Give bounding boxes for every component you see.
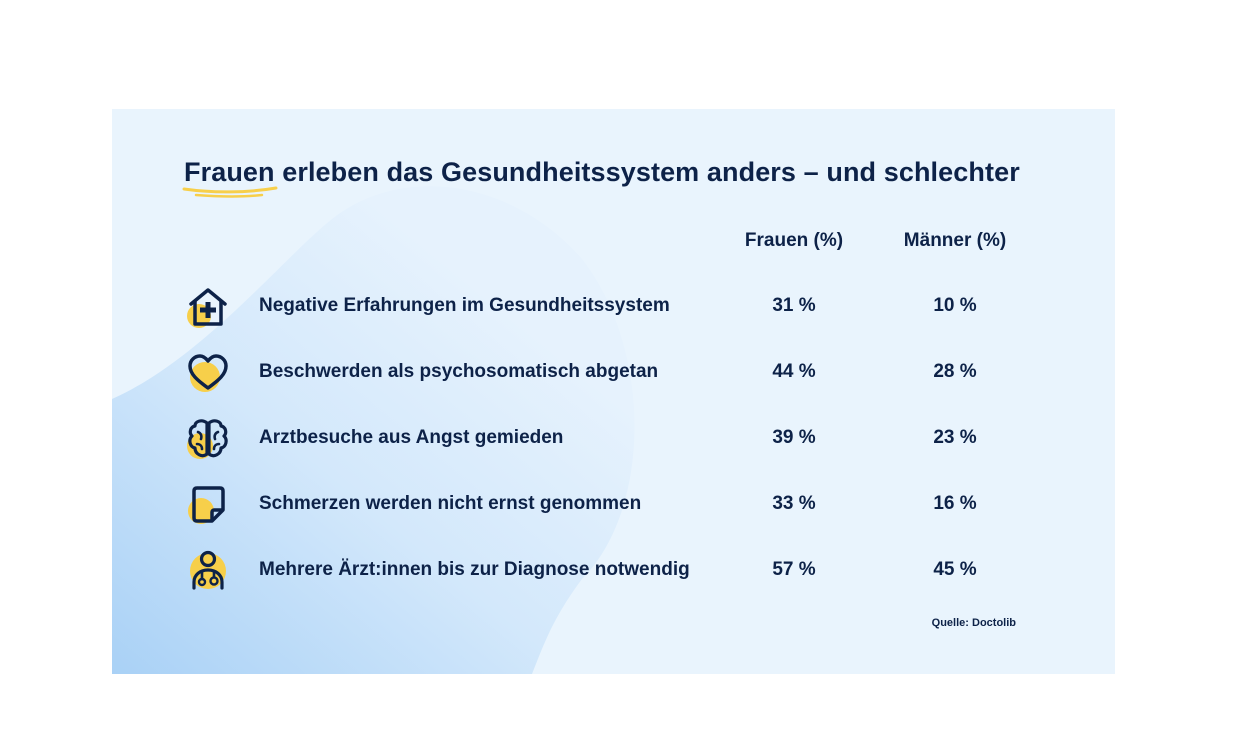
title-highlight: Frauen (182, 157, 278, 198)
value-frauen: 44 % (772, 361, 816, 382)
chart-title: Frauen erleben das Gesundheitssystem and… (182, 157, 1020, 198)
row-label: Beschwerden als psychosomatisch abgetan (259, 361, 659, 382)
row-label: Arztbesuche aus Angst gemieden (259, 427, 564, 448)
hospital-house-icon (185, 285, 231, 329)
value-frauen: 39 % (772, 427, 816, 448)
row-label: Mehrere Ärzt:innen bis zur Diagnose notw… (259, 559, 690, 580)
table-row: Mehrere Ärzt:innen bis zur Diagnose notw… (112, 549, 1115, 593)
column-header-maenner: Männer (%) (903, 230, 1007, 251)
source-note: Quelle: Doctolib (931, 617, 1016, 629)
value-maenner: 10 % (933, 295, 977, 316)
value-maenner: 28 % (933, 361, 977, 382)
value-maenner: 23 % (933, 427, 977, 448)
row-label: Negative Erfahrungen im Gesundheitssyste… (259, 295, 670, 316)
heart-icon (185, 351, 231, 395)
column-header-frauen: Frauen (%) (744, 230, 844, 251)
value-frauen: 57 % (772, 559, 816, 580)
value-frauen: 33 % (772, 493, 816, 514)
table-row: Negative Erfahrungen im Gesundheitssyste… (112, 285, 1115, 329)
value-maenner: 16 % (933, 493, 977, 514)
table-row: Schmerzen werden nicht ernst genommen 33… (112, 483, 1115, 527)
table-row: Beschwerden als psychosomatisch abgetan … (112, 351, 1115, 395)
yellow-underline-decoration (182, 186, 278, 198)
doctor-icon (185, 549, 231, 593)
value-frauen: 31 % (772, 295, 816, 316)
background-blob (112, 186, 635, 674)
note-icon (185, 483, 231, 527)
table-row: Arztbesuche aus Angst gemieden 39 % 23 % (112, 417, 1115, 461)
infographic-card: Frauen erleben das Gesundheitssystem and… (112, 109, 1115, 674)
row-label: Schmerzen werden nicht ernst genommen (259, 493, 642, 514)
value-maenner: 45 % (933, 559, 977, 580)
brain-icon (185, 417, 231, 461)
